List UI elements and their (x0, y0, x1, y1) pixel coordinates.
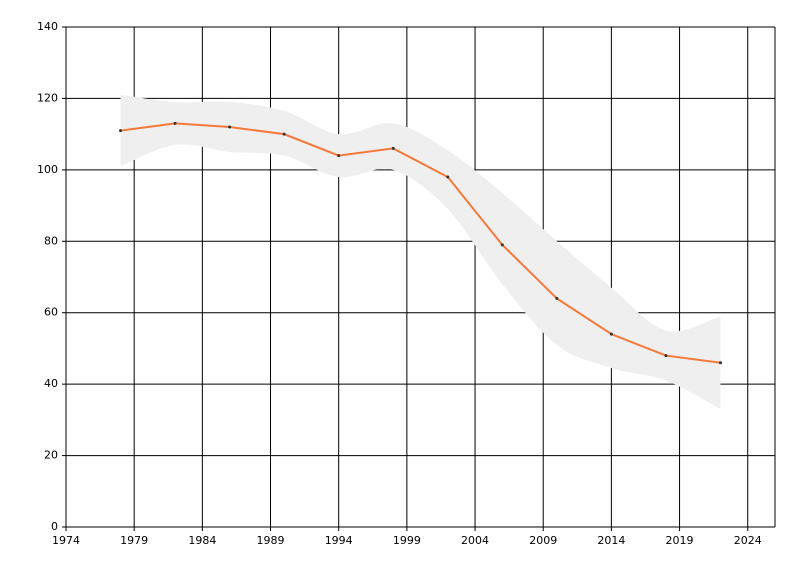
y-tick-label: 20 (44, 449, 58, 462)
y-tick-label: 40 (44, 377, 58, 390)
point (337, 154, 341, 158)
x-tick-label: 1979 (120, 534, 148, 547)
x-tick-label: 1984 (188, 534, 216, 547)
y-tick-label: 0 (51, 520, 58, 533)
y-tick-label: 120 (37, 91, 58, 104)
point (609, 332, 613, 336)
point (228, 125, 232, 129)
x-tick-label: 2019 (666, 534, 694, 547)
point (500, 243, 504, 247)
point (173, 121, 177, 125)
y-tick-label: 140 (37, 20, 58, 33)
y-tick-label: 100 (37, 163, 58, 176)
x-tick-label: 2004 (461, 534, 489, 547)
point (718, 361, 722, 365)
line (120, 122, 721, 364)
x-tick-label: 1974 (52, 534, 80, 547)
point (446, 175, 450, 179)
point (555, 296, 559, 300)
x-tick-label: 1999 (393, 534, 421, 547)
x-tick-label: 2009 (529, 534, 557, 547)
y-tick-label: 80 (44, 234, 58, 247)
point (391, 146, 395, 150)
x-tick-label: 1994 (325, 534, 353, 547)
point (119, 129, 123, 133)
point (282, 132, 286, 136)
y-tick-label: 60 (44, 306, 58, 319)
point (664, 354, 668, 358)
confidence-band (120, 94, 721, 410)
x-tick-label: 2014 (597, 534, 625, 547)
x-tick-label: 1989 (257, 534, 285, 547)
x-tick-label: 2024 (734, 534, 762, 547)
